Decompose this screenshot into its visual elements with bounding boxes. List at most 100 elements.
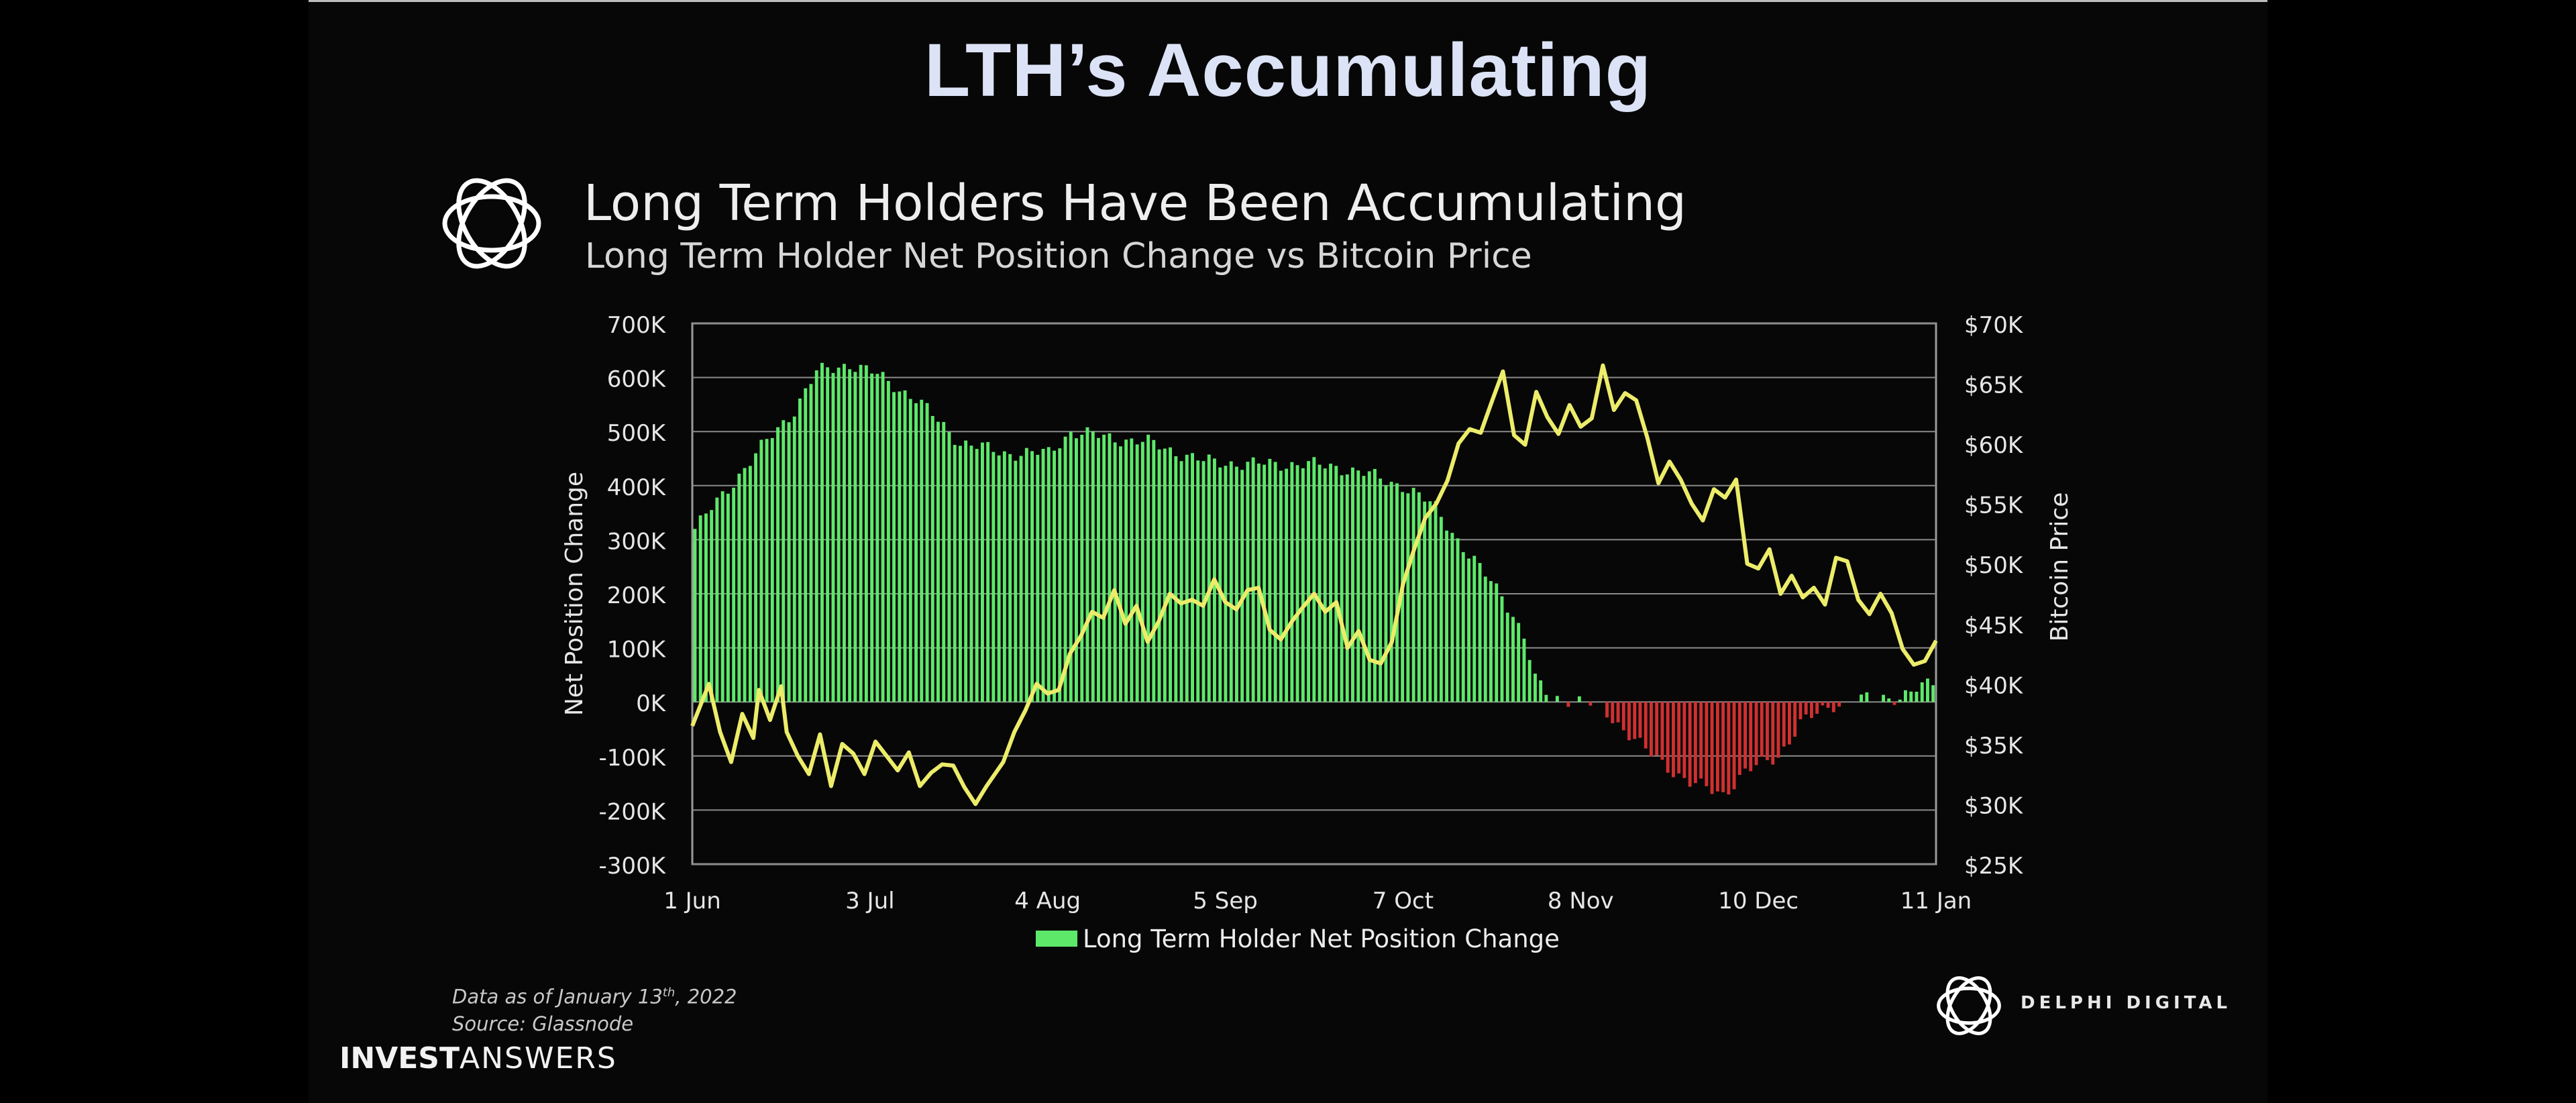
net-position-bar [1290,462,1294,702]
x-tick-label: 4 Aug [1014,888,1081,914]
net-position-bar [1544,694,1548,702]
net-position-bar [1915,692,1919,702]
net-position-bar [1804,702,1808,715]
net-position-bar [1732,702,1736,790]
net-position-bar [1041,449,1045,702]
net-position-bar [1737,702,1741,775]
net-position-bar [1483,576,1487,702]
net-position-bar [748,466,752,702]
y2-tick-label: $45K [1964,613,2024,639]
net-position-bar [1075,438,1078,702]
net-position-bar [1688,702,1692,787]
y-tick-label: 100K [607,637,667,664]
y2-tick-label: $25K [1964,853,2024,880]
net-position-bar [1058,448,1062,702]
net-position-bar [853,372,857,702]
net-position-bar [1329,464,1332,702]
net-position-bar [1616,702,1620,723]
net-position-bar [925,403,929,702]
net-position-bar [1356,470,1360,702]
net-position-bar [1505,613,1509,702]
net-position-bar [1196,460,1200,702]
net-position-bar [726,493,730,702]
net-position-bar [1882,694,1885,702]
net-position-bar [1727,702,1731,795]
net-position-bar [1053,450,1056,702]
net-position-bar [1638,702,1642,738]
net-position-bar [1406,493,1410,702]
data-footnote: Data as of January 13th, 2022 Source: Gl… [452,980,737,1037]
net-position-bar [1826,702,1830,708]
net-position-bar [1307,461,1310,702]
net-position-bar [1627,702,1631,741]
net-position-bar [1821,702,1825,706]
net-position-bar [1229,461,1233,702]
net-position-bar [1163,448,1167,702]
slide-title: LTH’s Accumulating [924,28,1652,112]
y-tick-label: 200K [607,582,667,609]
net-position-bar [1036,454,1040,702]
chart-subtitle: Long Term Holder Net Position Change vs … [585,236,1532,276]
net-position-bar [1428,501,1432,702]
y-tick-label: 500K [607,420,667,447]
y2-tick-label: $65K [1964,372,2024,399]
net-position-bar [1926,678,1929,702]
net-position-bar [953,445,957,702]
net-position-bar [930,416,934,702]
net-position-bar [1865,692,1869,702]
net-position-bar [1130,438,1134,702]
legend-label-net-position: Long Term Holder Net Position Change [1083,925,1560,953]
net-position-bar [693,529,697,702]
net-position-bar [1323,468,1327,702]
net-position-bar [1495,583,1499,702]
net-position-bar [1263,464,1267,702]
net-position-bar [1169,447,1172,702]
net-position-bar [1124,439,1128,702]
x-tick-label: 1 Jun [663,888,721,914]
net-position-bar [792,416,796,702]
net-position-bar [1224,466,1228,702]
net-position-bar [1030,451,1034,702]
footnote-date: Data as of January 13th, 2022 [452,985,737,1008]
net-position-bar [754,453,757,702]
net-position-bar [914,403,918,702]
net-position-bar [1660,702,1664,760]
net-position-bar [1268,458,1272,702]
net-position-bar [986,441,990,702]
net-position-bar [1666,702,1670,773]
net-position-bar [776,427,780,702]
net-position-bar [1334,466,1338,702]
net-position-bar [1318,464,1322,702]
net-position-bar [1931,685,1935,702]
x-tick-label: 8 Nov [1548,888,1614,914]
net-position-bar [1340,475,1344,702]
net-position-bar [1008,454,1012,702]
footnote-source: Source: Glassnode [452,1012,634,1035]
net-position-bar [991,452,996,702]
net-position-bar [814,370,818,702]
net-position-bar [1240,470,1244,702]
net-position-bar [1892,702,1896,705]
net-position-bar [1423,501,1427,702]
net-position-bar [1705,702,1709,786]
net-position-bar [886,380,890,702]
net-position-bar [1246,462,1250,702]
bitcoin-price-line [690,363,1938,806]
net-position-bar [870,373,874,702]
net-position-bar [859,364,863,702]
net-position-bar [1566,702,1570,707]
net-position-bar [787,422,791,702]
net-position-bar [1207,454,1211,702]
net-position-bar [1373,469,1377,702]
net-position-bar [1456,538,1460,702]
net-position-bar [1909,691,1913,702]
net-position-bar [1014,460,1018,702]
net-position-bar [1782,702,1786,747]
net-position-bar [1185,454,1189,702]
net-position-bar [1024,448,1028,702]
net-position-bar [765,439,769,702]
net-position-bar [1677,702,1681,774]
net-position-bar [1218,467,1222,702]
net-position-bar [1760,702,1764,757]
net-position-bar [881,372,885,702]
